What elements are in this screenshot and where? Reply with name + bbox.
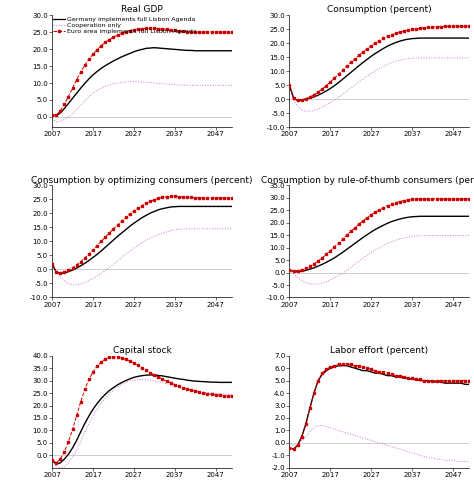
Legend: Germany implements full Lisbon Agenda, Cooperation only, Euro area implements fu: Germany implements full Lisbon Agenda, C… <box>54 16 196 34</box>
Title: Consumption by rule-of-thumb consumers (percent): Consumption by rule-of-thumb consumers (… <box>261 176 474 185</box>
Title: Labor effort (percent): Labor effort (percent) <box>330 346 428 355</box>
Title: Real GDP: Real GDP <box>121 6 163 14</box>
Title: Consumption by optimizing consumers (percent): Consumption by optimizing consumers (per… <box>31 176 253 185</box>
Title: Capital stock: Capital stock <box>113 346 172 355</box>
Title: Consumption (percent): Consumption (percent) <box>327 6 432 14</box>
